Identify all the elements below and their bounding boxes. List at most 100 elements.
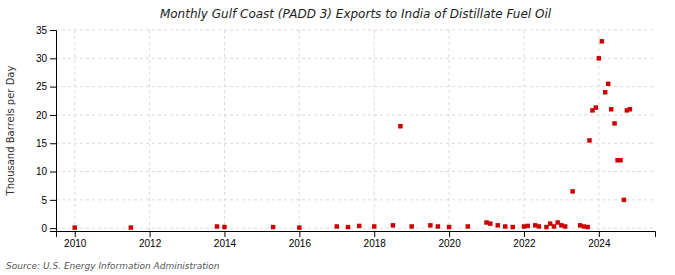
grid-line [74,30,75,231]
tick: 0 [41,223,56,234]
tick-mark [50,172,56,173]
axis-line [50,31,57,232]
tick-mark [50,87,56,88]
tick-mark [50,228,56,229]
point [609,107,613,111]
tick: 20 [36,110,56,121]
tick: 2018 [364,231,387,249]
tick-label: 2012 [139,238,162,249]
point [391,223,395,227]
tick-mark [150,231,151,237]
tick-mark [50,58,56,59]
point [552,224,556,228]
title: Monthly Gulf Coast (PADD 3) Exports to I… [160,7,552,21]
x-axis: 2010 2012 2014 2016 2018 2020 2022 2024 [57,231,656,249]
points [72,39,632,230]
tick-mark [224,231,225,237]
point [563,224,567,228]
tick: 10 [36,166,56,177]
plot: 2010 2012 2014 2016 2018 2020 2022 2024 0 5 10 15 20… [36,25,656,249]
tick: 2014 [214,231,237,249]
grid-line [56,30,655,31]
grid-line [56,199,655,200]
point [496,223,500,227]
tick: 25 [36,81,56,92]
point [628,107,632,111]
point [612,121,616,125]
point [503,224,507,228]
tick-label: 2022 [513,238,536,249]
tick: 2012 [139,231,162,249]
tick-label: 20 [36,110,48,121]
tick-label: 15 [36,138,48,149]
point [346,225,350,229]
tick-mark [374,231,375,237]
grid-line [449,30,450,231]
tick-mark [50,143,56,144]
chart: 2010 2012 2014 2016 2018 2020 2022 2024 0 5 10 15 20… [0,0,675,275]
tick: 5 [41,195,56,206]
point [606,82,610,86]
point [447,225,451,229]
y-axis-title: Thousand Barrels per Day [5,66,16,197]
tick-mark [449,231,450,237]
annotation: Source: U.S. Energy Information Administ… [6,261,220,271]
tick-label: 0 [41,223,47,234]
tick-label: 2016 [289,238,312,249]
point [600,39,604,43]
tick: 30 [36,53,56,64]
point [587,138,591,142]
point [488,221,492,225]
grid [56,30,655,231]
tick-label: 2024 [588,238,611,249]
tick-label: 35 [36,25,48,36]
tick: 2020 [438,231,461,249]
point [511,225,515,229]
grid-line [299,30,300,231]
point [525,224,529,228]
point [129,225,133,229]
point [466,224,470,228]
grid-line [56,171,655,172]
tick: 2022 [513,231,536,249]
tick-label: 2014 [214,238,237,249]
point [271,225,275,229]
tick-mark [50,30,56,31]
tick-mark [50,200,56,201]
point [585,225,589,229]
point [222,225,226,229]
point [335,224,339,228]
grid-line [56,58,655,59]
point [622,198,626,202]
point [594,105,598,109]
point [597,56,601,60]
tick-label: 2010 [64,238,87,249]
point [372,224,376,228]
point [618,158,622,162]
tick-label: 2018 [364,238,387,249]
tick-mark [524,231,525,237]
grid-line [523,30,524,231]
tick-mark [75,231,76,237]
point [297,225,301,229]
tick: 35 [36,25,56,36]
grid-line [374,30,375,231]
grid-line [149,30,150,231]
grid-line [56,86,655,87]
grid-line [56,143,655,144]
point [537,224,541,228]
tick: 2016 [289,231,312,249]
grid-line [224,30,225,231]
point [603,90,607,94]
tick-label: 2020 [438,238,461,249]
point [436,224,440,228]
point [570,189,574,193]
point [72,225,76,229]
tick-label: 30 [36,53,48,64]
point [428,223,432,227]
tick: 2010 [64,231,87,249]
tick-label: 5 [41,195,47,206]
point [357,224,361,228]
point [409,224,413,228]
grid-line [56,114,655,115]
